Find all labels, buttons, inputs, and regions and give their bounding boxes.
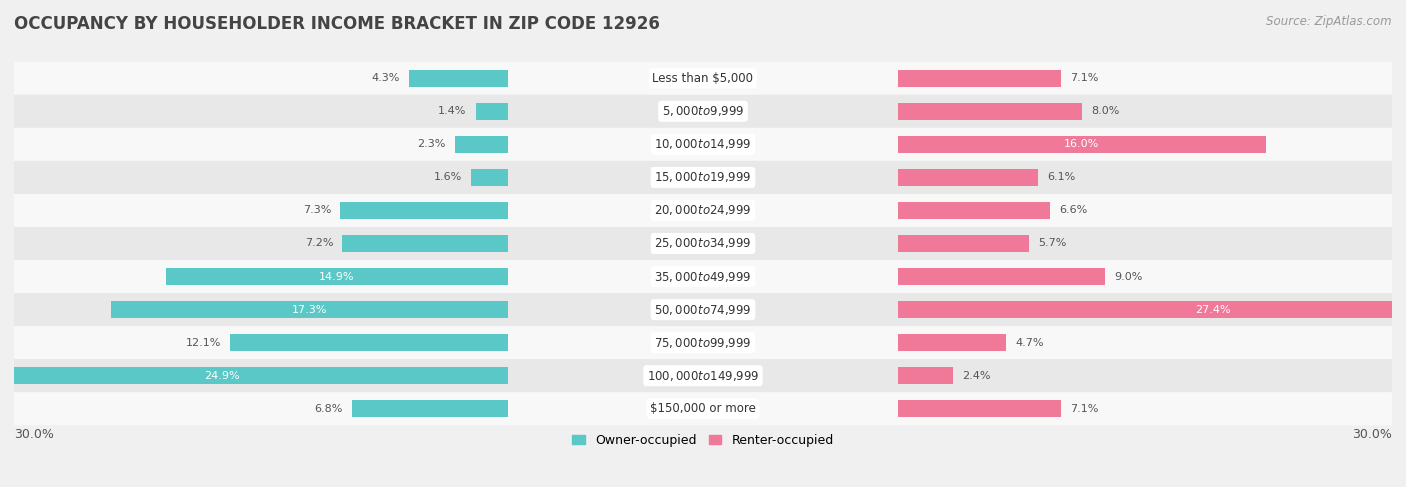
Bar	[475, 103, 508, 120]
Text: 4.7%: 4.7%	[1015, 337, 1043, 348]
Text: $5,000 to $9,999: $5,000 to $9,999	[662, 104, 744, 118]
Text: $50,000 to $74,999: $50,000 to $74,999	[654, 302, 752, 317]
Bar	[898, 202, 1050, 219]
Bar	[111, 301, 508, 318]
Bar	[231, 334, 508, 351]
Text: 6.8%: 6.8%	[314, 404, 343, 414]
Text: 1.4%: 1.4%	[439, 106, 467, 116]
Text: 7.2%: 7.2%	[305, 239, 333, 248]
FancyBboxPatch shape	[14, 95, 1392, 128]
Text: 7.3%: 7.3%	[302, 206, 330, 215]
Bar	[898, 169, 1038, 186]
Bar	[898, 103, 1083, 120]
Bar	[471, 169, 508, 186]
Text: $100,000 to $149,999: $100,000 to $149,999	[647, 369, 759, 383]
Text: Less than $5,000: Less than $5,000	[652, 72, 754, 85]
Bar	[352, 400, 508, 417]
Bar	[898, 136, 1265, 153]
Text: 16.0%: 16.0%	[1064, 139, 1099, 150]
Text: 24.9%: 24.9%	[204, 371, 239, 381]
Text: 6.6%: 6.6%	[1059, 206, 1087, 215]
Bar	[898, 334, 1007, 351]
Text: OCCUPANCY BY HOUSEHOLDER INCOME BRACKET IN ZIP CODE 12926: OCCUPANCY BY HOUSEHOLDER INCOME BRACKET …	[14, 15, 659, 33]
Bar	[343, 235, 508, 252]
FancyBboxPatch shape	[14, 194, 1392, 227]
Text: Source: ZipAtlas.com: Source: ZipAtlas.com	[1267, 15, 1392, 28]
Text: 4.3%: 4.3%	[371, 73, 399, 83]
Text: $150,000 or more: $150,000 or more	[650, 402, 756, 415]
Legend: Owner-occupied, Renter-occupied: Owner-occupied, Renter-occupied	[568, 429, 838, 452]
Text: 14.9%: 14.9%	[319, 272, 354, 281]
Text: $35,000 to $49,999: $35,000 to $49,999	[654, 269, 752, 283]
FancyBboxPatch shape	[14, 326, 1392, 359]
Bar	[340, 202, 508, 219]
Bar	[409, 70, 508, 87]
FancyBboxPatch shape	[14, 392, 1392, 425]
Text: 6.1%: 6.1%	[1047, 172, 1076, 183]
Text: $75,000 to $99,999: $75,000 to $99,999	[654, 336, 752, 350]
Text: 30.0%: 30.0%	[14, 428, 53, 441]
Text: 8.0%: 8.0%	[1091, 106, 1119, 116]
Text: 27.4%: 27.4%	[1195, 304, 1230, 315]
FancyBboxPatch shape	[14, 161, 1392, 194]
FancyBboxPatch shape	[14, 128, 1392, 161]
Text: 2.3%: 2.3%	[418, 139, 446, 150]
FancyBboxPatch shape	[14, 62, 1392, 95]
Text: 7.1%: 7.1%	[1070, 404, 1099, 414]
FancyBboxPatch shape	[14, 227, 1392, 260]
FancyBboxPatch shape	[14, 260, 1392, 293]
Text: 17.3%: 17.3%	[291, 304, 326, 315]
Bar	[898, 301, 1406, 318]
Text: $25,000 to $34,999: $25,000 to $34,999	[654, 237, 752, 250]
Text: $10,000 to $14,999: $10,000 to $14,999	[654, 137, 752, 151]
Text: $15,000 to $19,999: $15,000 to $19,999	[654, 170, 752, 185]
Text: 2.4%: 2.4%	[963, 371, 991, 381]
Text: 1.6%: 1.6%	[433, 172, 461, 183]
Bar	[0, 367, 508, 384]
Text: 7.1%: 7.1%	[1070, 73, 1099, 83]
Text: 12.1%: 12.1%	[186, 337, 221, 348]
Text: 5.7%: 5.7%	[1038, 239, 1067, 248]
Bar	[456, 136, 508, 153]
Text: 9.0%: 9.0%	[1114, 272, 1143, 281]
Bar	[898, 268, 1105, 285]
Text: 30.0%: 30.0%	[1353, 428, 1392, 441]
Text: $20,000 to $24,999: $20,000 to $24,999	[654, 204, 752, 218]
Bar	[898, 235, 1029, 252]
Bar	[166, 268, 508, 285]
Bar	[898, 400, 1062, 417]
Bar	[898, 70, 1062, 87]
FancyBboxPatch shape	[14, 359, 1392, 392]
FancyBboxPatch shape	[14, 293, 1392, 326]
Bar	[898, 367, 953, 384]
